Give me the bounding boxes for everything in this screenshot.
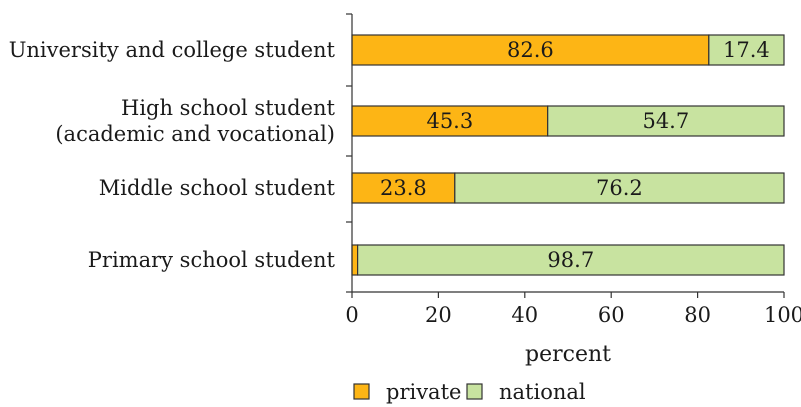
legend-swatch-private [353,383,370,400]
bar-segment-private [351,172,456,204]
bar-segment-private [351,244,359,276]
x-tick-label: 40 [511,303,538,327]
data-label: 54.7 [642,109,689,133]
data-label: 98.7 [547,248,594,272]
x-tick-label: 60 [598,303,625,327]
category-label: (academic and vocational) [55,122,335,146]
x-axis-title: percent [525,342,611,367]
bar-segment-national [708,34,785,66]
x-tick-label: 0 [345,303,358,327]
category-labels: University and college student High schoo… [9,38,336,272]
x-tick-label: 100 [764,303,801,327]
x-tick-label: 20 [425,303,452,327]
bar-segment-private [351,105,549,137]
x-tick-label: 80 [684,303,711,327]
category-label: High school student [121,96,336,120]
data-label: 76.2 [596,176,643,200]
data-label: 17.4 [723,38,770,62]
bars-layer: 82.617.445.354.723.876.21.398.7 [351,34,785,276]
bar-segment-private [351,34,710,66]
legend-label-private: private [386,380,461,404]
category-label: Primary school student [88,248,336,272]
bar-segment-national [357,244,785,276]
data-label: 45.3 [426,109,473,133]
data-label: 23.8 [380,176,427,200]
legend: private national [353,380,586,404]
category-label: Middle school student [99,176,336,200]
legend-swatch-national [466,383,483,400]
x-axis: 0 20 40 60 80 100 [345,13,801,327]
data-label: 82.6 [507,38,554,62]
bar-segment-national [454,172,785,204]
category-label: University and college student [9,38,336,62]
bar-segment-national [547,105,785,137]
legend-label-national: national [499,380,586,404]
